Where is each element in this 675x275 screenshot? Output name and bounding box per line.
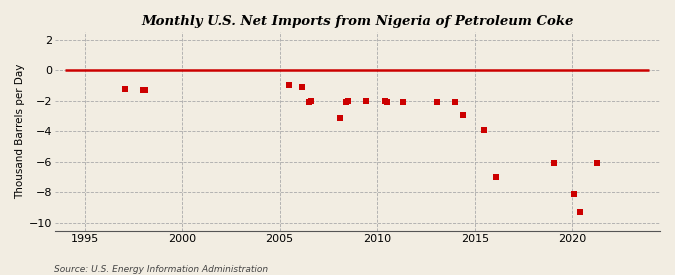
Y-axis label: Thousand Barrels per Day: Thousand Barrels per Day — [15, 64, 25, 199]
Point — [341, 100, 352, 104]
Point — [450, 100, 460, 104]
Point — [591, 161, 602, 166]
Point — [491, 175, 502, 179]
Point — [304, 100, 315, 104]
Point — [139, 88, 150, 92]
Point — [138, 88, 148, 92]
Point — [360, 98, 371, 103]
Point — [380, 98, 391, 103]
Point — [458, 112, 468, 117]
Title: Monthly U.S. Net Imports from Nigeria of Petroleum Coke: Monthly U.S. Net Imports from Nigeria of… — [142, 15, 574, 28]
Point — [305, 98, 316, 103]
Point — [284, 83, 295, 88]
Point — [479, 128, 490, 132]
Point — [568, 192, 579, 196]
Point — [334, 116, 345, 120]
Point — [342, 98, 353, 103]
Point — [381, 100, 392, 104]
Point — [297, 85, 308, 89]
Point — [575, 210, 586, 214]
Point — [398, 100, 408, 104]
Point — [119, 86, 130, 91]
Text: Source: U.S. Energy Information Administration: Source: U.S. Energy Information Administ… — [54, 265, 268, 274]
Point — [549, 161, 560, 166]
Point — [432, 100, 443, 104]
